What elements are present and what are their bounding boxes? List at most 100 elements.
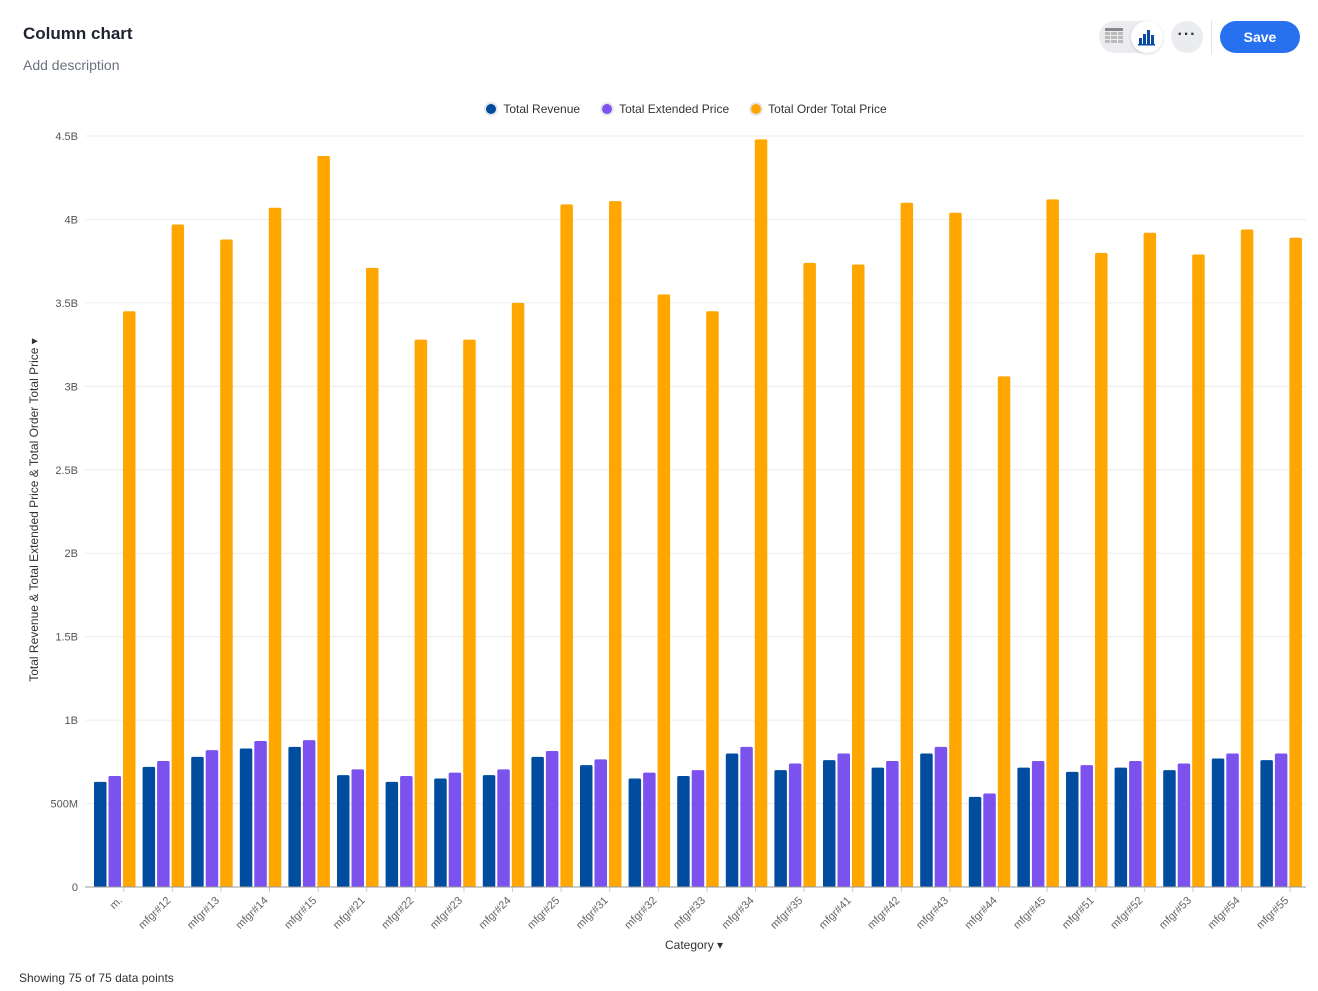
bar-mfgr21-s2[interactable] [366, 267, 379, 887]
bar-mfgr35-s1[interactable] [788, 763, 802, 887]
legend-label: Total Order Total Price [768, 102, 887, 116]
bar-mfgr44-s1[interactable] [983, 793, 996, 887]
add-description[interactable]: Add description [23, 57, 120, 73]
bar-mfgr12-s1[interactable] [157, 760, 170, 887]
y-tick-label: 2B [65, 548, 78, 560]
bar-mfgr25-s1[interactable] [545, 750, 559, 887]
bar-mfgr55-s0[interactable] [1260, 760, 1273, 887]
bar-mfgr43-s2[interactable] [949, 212, 962, 887]
bar-mfgr22-s2[interactable] [414, 339, 428, 887]
bar-mfgr15-s2[interactable] [317, 156, 330, 887]
bar-mfgr31-s2[interactable] [609, 201, 622, 887]
legend-dot-icon [602, 104, 613, 114]
bar-mfgr32-s0[interactable] [628, 778, 642, 887]
bar-m-s2[interactable] [123, 311, 136, 887]
bar-mfgr14-s2[interactable] [268, 207, 282, 888]
view-toggle[interactable] [1099, 21, 1163, 53]
bar-mfgr24-s1[interactable] [497, 769, 510, 887]
bar-mfgr41-s1[interactable] [837, 753, 851, 887]
bar-mfgr31-s1[interactable] [594, 759, 608, 887]
legend-item-order-total-price[interactable]: Total Order Total Price [751, 102, 887, 116]
bar-mfgr43-s0[interactable] [920, 753, 933, 887]
x-tick-label: mfgr#42 [865, 895, 902, 932]
bar-mfgr55-s2[interactable] [1289, 237, 1302, 887]
bar-mfgr51-s0[interactable] [1066, 771, 1079, 887]
bar-mfgr21-s1[interactable] [351, 769, 365, 887]
bar-mfgr24-s0[interactable] [482, 775, 496, 887]
x-tick-label: mfgr#13 [185, 895, 222, 932]
legend-item-revenue[interactable]: Total Revenue [486, 102, 580, 116]
bar-mfgr45-s1[interactable] [1031, 760, 1045, 887]
x-tick-label: mfgr#55 [1254, 895, 1291, 932]
x-tick-label: mfgr#54 [1206, 895, 1243, 932]
bar-mfgr41-s0[interactable] [823, 760, 836, 887]
bar-mfgr52-s2[interactable] [1143, 232, 1157, 888]
bar-mfgr51-s2[interactable] [1095, 252, 1108, 888]
bar-mfgr44-s2[interactable] [997, 376, 1011, 887]
bar-mfgr14-s1[interactable] [254, 740, 267, 887]
table-icon[interactable] [1105, 28, 1123, 45]
bar-mfgr54-s2[interactable] [1240, 229, 1254, 888]
bar-mfgr25-s0[interactable] [531, 756, 544, 887]
bar-mfgr33-s2[interactable] [706, 311, 719, 887]
bar-mfgr42-s1[interactable] [886, 760, 899, 887]
bar-mfgr23-s1[interactable] [448, 772, 462, 887]
bar-mfgr55-s1[interactable] [1274, 753, 1288, 887]
bar-mfgr53-s0[interactable] [1163, 770, 1176, 887]
bar-m-s1[interactable] [108, 776, 122, 887]
save-button[interactable]: Save [1220, 21, 1300, 53]
bar-mfgr43-s1[interactable] [934, 746, 948, 887]
bar-mfgr34-s0[interactable] [725, 753, 739, 887]
legend-label: Total Revenue [503, 102, 581, 116]
bar-mfgr32-s2[interactable] [657, 294, 671, 887]
bar-mfgr33-s0[interactable] [677, 776, 690, 887]
y-tick-label: 500M [50, 799, 78, 811]
bar-mfgr13-s2[interactable] [220, 239, 233, 887]
bar-mfgr45-s0[interactable] [1017, 767, 1030, 887]
bar-mfgr51-s1[interactable] [1080, 765, 1094, 887]
bar-mfgr42-s2[interactable] [900, 202, 914, 887]
x-tick-label: mfgr#24 [477, 895, 514, 932]
bar-mfgr35-s2[interactable] [803, 262, 816, 887]
bar-mfgr12-s0[interactable] [142, 766, 156, 887]
legend-item-extended-price[interactable]: Total Extended Price [602, 102, 729, 116]
bar-mfgr23-s2[interactable] [463, 339, 476, 887]
bar-mfgr12-s2[interactable] [171, 224, 185, 887]
bar-mfgr22-s1[interactable] [400, 776, 413, 887]
more-options-button[interactable]: ··· [1171, 21, 1203, 53]
bar-mfgr34-s2[interactable] [754, 139, 768, 888]
bar-mfgr24-s2[interactable] [511, 302, 525, 887]
bar-mfgr54-s0[interactable] [1211, 758, 1225, 887]
bar-mfgr53-s1[interactable] [1177, 763, 1191, 887]
x-tick-label: mfgr#51 [1060, 895, 1097, 932]
chart-title[interactable]: Column chart [23, 24, 133, 43]
bar-mfgr33-s1[interactable] [691, 770, 705, 887]
bar-mfgr53-s2[interactable] [1192, 254, 1205, 888]
bar-mfgr25-s2[interactable] [560, 204, 573, 887]
x-axis-label[interactable]: Category ▾ [665, 938, 724, 952]
bar-mfgr45-s2[interactable] [1046, 199, 1059, 887]
bar-mfgr42-s0[interactable] [871, 767, 885, 887]
y-axis-label[interactable]: Total Revenue & Total Extended Price & T… [27, 338, 41, 682]
bar-mfgr54-s1[interactable] [1226, 753, 1239, 887]
bar-mfgr32-s1[interactable] [643, 772, 656, 887]
bar-mfgr15-s1[interactable] [302, 740, 316, 887]
bar-mfgr13-s1[interactable] [205, 750, 219, 887]
bar-mfgr34-s1[interactable] [740, 746, 753, 887]
bar-mfgr44-s0[interactable] [968, 796, 982, 887]
y-tick-label: 2.5B [55, 465, 78, 477]
bar-mfgr13-s0[interactable] [191, 756, 204, 887]
bar-mfgr41-s2[interactable] [852, 264, 865, 887]
bar-mfgr23-s0[interactable] [434, 778, 447, 887]
bar-mfgr52-s0[interactable] [1114, 767, 1128, 887]
bar-mfgr21-s0[interactable] [337, 775, 350, 887]
bar-mfgr31-s0[interactable] [580, 765, 593, 887]
chart-view-button[interactable] [1131, 21, 1163, 53]
bar-mfgr52-s1[interactable] [1129, 760, 1142, 887]
bar-mfgr14-s0[interactable] [239, 748, 253, 887]
bar-mfgr22-s0[interactable] [385, 781, 399, 887]
bar-m-s0[interactable] [94, 781, 107, 887]
bar-mfgr15-s0[interactable] [288, 746, 301, 887]
y-tick-label: 1B [65, 715, 78, 727]
bar-mfgr35-s0[interactable] [774, 770, 787, 887]
